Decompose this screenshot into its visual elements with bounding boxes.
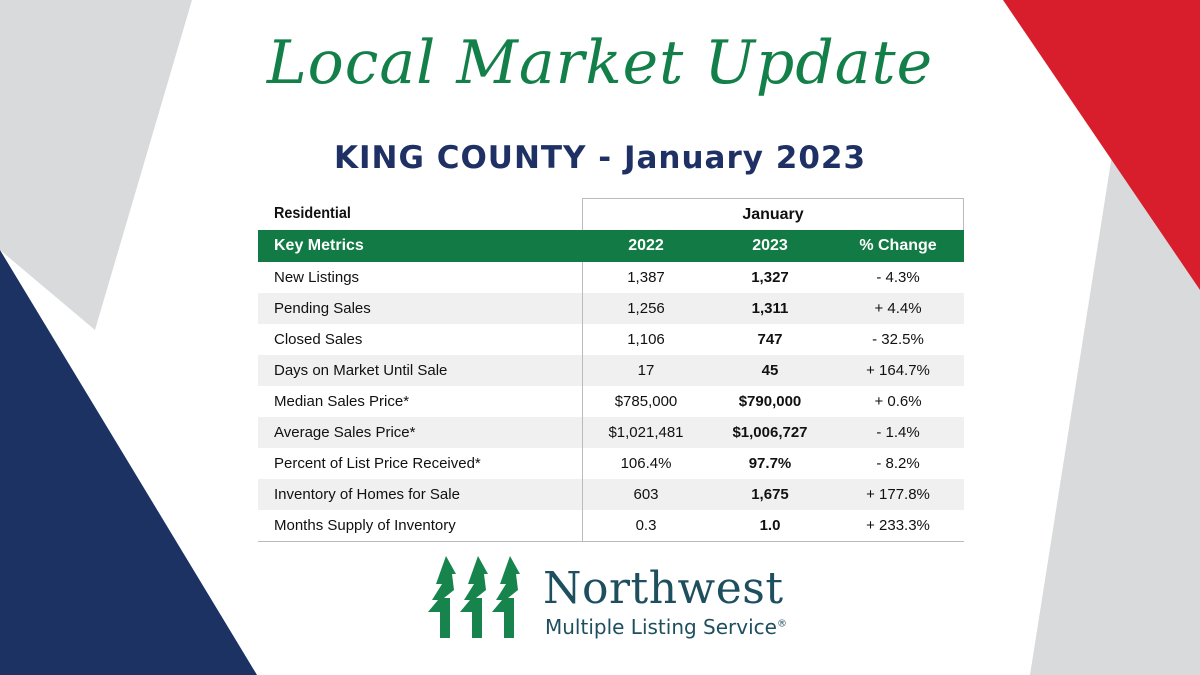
percent-change: + 233.3% [866,517,930,534]
metric-name: Pending Sales [274,300,371,317]
value-2022: $785,000 [614,393,678,410]
table-row: Months Supply of Inventory 0.3 1.0 + 233.3% [258,510,964,541]
column-header: 2023 [752,237,788,254]
value-2022: 17 [637,362,655,379]
table-row: New Listings 1,387 1,327 - 4.3% [258,262,964,293]
value-2022: 1,256 [627,300,665,317]
value-2023: 1.0 [759,517,781,534]
value-2023: 1,675 [751,486,789,503]
page-title: Local Market Update [266,28,934,98]
column-divider [582,355,583,386]
table-row: Inventory of Homes for Sale 603 1,675 + 177… [258,479,964,510]
percent-change: + 0.6% [874,393,922,410]
percent-change: + 177.8% [866,486,930,503]
table-row: Closed Sales 1,106 747 - 32.5% [258,324,964,355]
value-2022: 1,387 [627,269,665,286]
value-2022: 1,106 [627,331,665,348]
column-divider [582,324,583,355]
table-row: Average Sales Price* $1,021,481 $1,006,727… [258,417,964,448]
logo-tagline: Multiple Listing Service® [545,615,787,639]
column-divider [582,479,583,510]
value-2022: $1,021,481 [608,424,684,441]
value-2022: 603 [633,486,659,503]
metric-name: Median Sales Price* [274,393,410,410]
value-2023: 1,311 [751,300,789,317]
percent-change: - 8.2% [876,455,920,472]
period-label: January [582,198,964,231]
registered-mark: ® [776,618,787,630]
table-top-header: Residential January [258,198,964,231]
column-divider [582,448,583,479]
red-triangle [1003,0,1200,290]
value-2023: $1,006,727 [732,424,808,441]
table-row: Days on Market Until Sale 17 45 + 164.7% [258,355,964,386]
column-divider [582,262,583,293]
percent-change: + 164.7% [866,362,930,379]
left-gray-shape [0,0,192,330]
metric-name: Percent of List Price Received* [274,455,481,472]
percent-change: + 4.4% [874,300,922,317]
metric-name: Months Supply of Inventory [274,517,456,534]
table-row: Percent of List Price Received* 106.4% 97.… [258,448,964,479]
value-2023: 1,327 [751,269,789,286]
column-divider [582,386,583,417]
section-label: Residential [274,205,351,222]
value-2022: 106.4% [620,455,672,472]
value-2023: 97.7% [748,455,792,472]
metric-name: Average Sales Price* [274,424,416,441]
percent-change: - 32.5% [872,331,924,348]
column-header: % Change [859,237,937,254]
logo-name: Northwest [543,563,784,614]
nwmls-tree-logo-icon [428,556,520,638]
metric-name: Closed Sales [274,331,363,348]
value-2022: 0.3 [635,517,657,534]
navy-triangle [0,250,257,675]
logo-tagline-text: Multiple Listing Service [545,615,777,639]
value-2023: $790,000 [738,393,802,410]
column-divider [582,510,583,541]
metric-name: New Listings [274,269,360,286]
metric-name: Inventory of Homes for Sale [274,486,460,503]
column-header: Key Metrics [274,237,364,254]
percent-change: - 1.4% [876,424,920,441]
page-subtitle: KING COUNTY - January 2023 [333,140,867,176]
table-row: Median Sales Price* $785,000 $790,000 + 0.6… [258,386,964,417]
value-2023: 45 [761,362,779,379]
percent-change: - 4.3% [876,269,920,286]
metrics-table: Residential January Key Metrics 2022 202… [258,198,964,542]
column-divider [582,417,583,448]
table-header-row: Key Metrics 2022 2023 % Change [258,230,964,262]
metric-name: Days on Market Until Sale [274,362,448,379]
column-header: 2022 [628,237,664,254]
value-2023: 747 [757,331,783,348]
column-divider [582,293,583,324]
right-gray-shape [1030,155,1200,675]
table-row: Pending Sales 1,256 1,311 + 4.4% [258,293,964,324]
